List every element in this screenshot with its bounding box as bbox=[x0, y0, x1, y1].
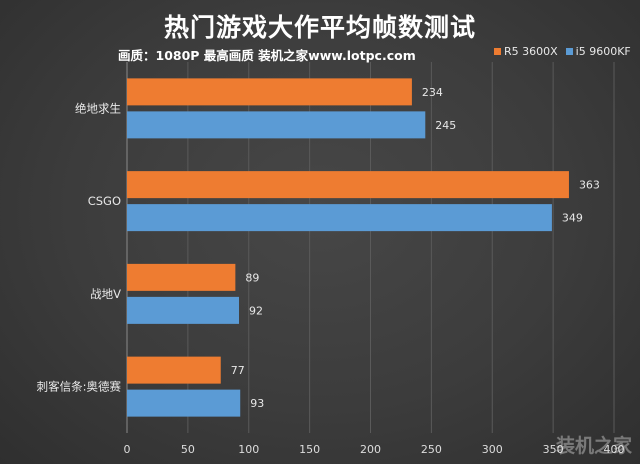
legend-item-series-0: R5 3600X bbox=[494, 45, 558, 58]
x-tick-label-400: 400 bbox=[604, 443, 625, 456]
watermark-logo: 装机之家 bbox=[555, 435, 632, 457]
legend-item-series-1: i5 9600KF bbox=[565, 45, 631, 58]
data-label-series0-cat2: 89 bbox=[245, 271, 259, 284]
chart-title: 热门游戏大作平均帧数测试 bbox=[163, 13, 476, 42]
bar-series1-cat3 bbox=[127, 389, 241, 417]
legend-swatch-series-1 bbox=[565, 48, 573, 55]
bar-series1-cat1 bbox=[127, 204, 552, 232]
x-tick-label-350: 350 bbox=[543, 443, 564, 456]
x-tick-label-150: 150 bbox=[299, 443, 320, 456]
category-label-0: 绝地求生 bbox=[75, 101, 121, 115]
legend-label-series-0: R5 3600X bbox=[504, 45, 558, 58]
legend: R5 3600X i5 9600KF bbox=[494, 45, 631, 58]
data-label-series0-cat3: 77 bbox=[231, 364, 245, 377]
data-label-series1-cat3: 93 bbox=[250, 397, 264, 410]
x-tick-label-0: 0 bbox=[124, 443, 131, 456]
category-label-3: 刺客信条:奥德赛 bbox=[37, 380, 122, 394]
chart-subtitle: 画质：1080P 最高画质 装机之家www.lotpc.com bbox=[118, 48, 416, 63]
data-label-series1-cat0: 245 bbox=[435, 119, 456, 132]
x-tick-label-200: 200 bbox=[360, 443, 381, 456]
bar-series0-cat0 bbox=[127, 78, 412, 106]
category-label-2: 战地V bbox=[90, 287, 121, 301]
bar-series1-cat2 bbox=[127, 296, 240, 324]
data-label-series1-cat1: 349 bbox=[562, 212, 583, 225]
data-label-series1-cat2: 92 bbox=[249, 304, 263, 317]
data-label-series0-cat0: 234 bbox=[422, 86, 443, 99]
bar-series0-cat1 bbox=[127, 171, 569, 199]
legend-label-series-1: i5 9600KF bbox=[575, 45, 631, 58]
x-tick-label-50: 50 bbox=[181, 443, 195, 456]
legend-swatch-series-0 bbox=[494, 48, 501, 55]
bar-series0-cat3 bbox=[127, 356, 221, 384]
x-tick-label-300: 300 bbox=[482, 443, 503, 456]
x-tick-label-250: 250 bbox=[421, 443, 442, 456]
bar-series1-cat0 bbox=[127, 111, 426, 139]
x-tick-label-100: 100 bbox=[238, 443, 259, 456]
bar-series0-cat2 bbox=[127, 263, 236, 291]
data-label-series0-cat1: 363 bbox=[579, 179, 600, 192]
category-label-1: CSGO bbox=[88, 194, 121, 208]
